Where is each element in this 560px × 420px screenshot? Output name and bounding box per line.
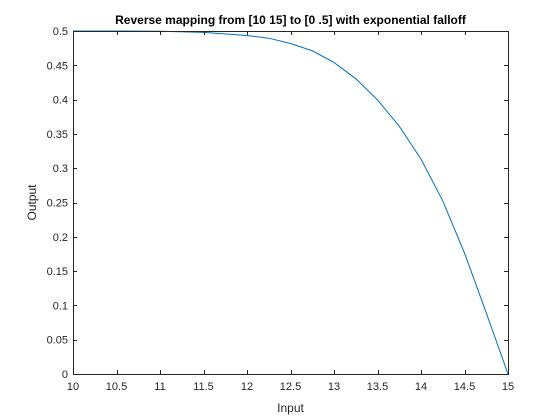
x-tick-label: 14 (415, 381, 427, 393)
y-tick-label: 0.4 (53, 95, 68, 107)
y-tick-label: 0.15 (47, 266, 68, 278)
y-tick-label: 0.2 (53, 232, 68, 244)
x-tick-label: 15 (502, 381, 514, 393)
x-tick-label: 13 (328, 381, 340, 393)
y-tick-label: 0.45 (47, 60, 68, 72)
x-tick-label: 10 (67, 381, 79, 393)
x-tick-label: 14.5 (454, 381, 475, 393)
x-tick-label: 12.5 (280, 381, 301, 393)
y-tick-label: 0.05 (47, 335, 68, 347)
y-tick-label: 0.25 (47, 198, 68, 210)
chart-title: Reverse mapping from [10 15] to [0 .5] w… (115, 13, 467, 27)
x-tick-label: 12 (241, 381, 253, 393)
y-tick-label: 0.3 (53, 163, 68, 175)
chart-marks: 10 10.5 11 11.5 12 12.5 13 13.5 14 14.5 15 0 0.05 0.1… (47, 26, 515, 393)
x-axis-label: Input (277, 401, 304, 415)
plot-area (73, 31, 508, 374)
x-tick-label: 10.5 (106, 381, 127, 393)
y-tick-label: 0.5 (53, 26, 68, 38)
y-tick-label: 0.1 (53, 300, 68, 312)
y-tick-label: 0.35 (47, 129, 68, 141)
x-tick-label: 11 (154, 381, 165, 393)
x-tick-label: 13.5 (367, 381, 388, 393)
y-axis-label: Output (25, 184, 39, 221)
x-tick-label: 11.5 (193, 381, 214, 393)
y-tick-label: 0 (62, 369, 68, 381)
